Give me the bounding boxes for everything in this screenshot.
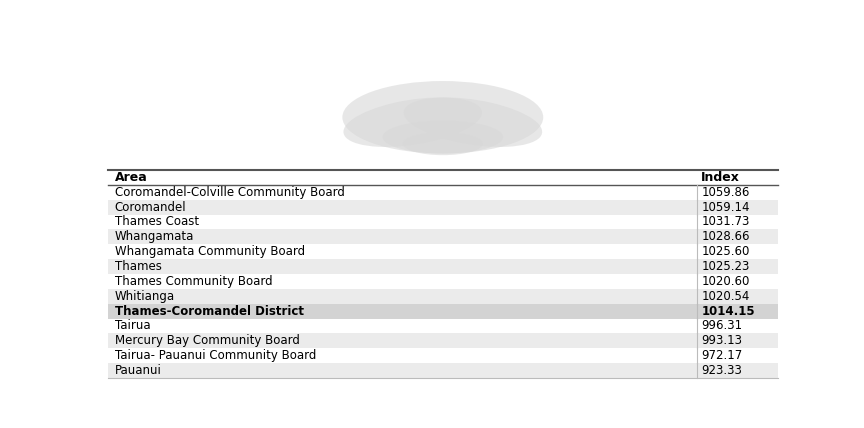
- Bar: [108, 229, 778, 244]
- Bar: [108, 289, 778, 304]
- Ellipse shape: [383, 121, 503, 154]
- Bar: [108, 214, 778, 229]
- Ellipse shape: [343, 98, 482, 147]
- Text: 1020.60: 1020.60: [702, 275, 750, 288]
- Ellipse shape: [403, 98, 543, 147]
- Text: 1025.60: 1025.60: [702, 245, 750, 258]
- Text: Coromandel-Colville Community Board: Coromandel-Colville Community Board: [115, 186, 345, 199]
- Text: 1031.73: 1031.73: [702, 215, 750, 229]
- Text: 1014.15: 1014.15: [702, 305, 755, 318]
- Text: 972.17: 972.17: [702, 349, 742, 362]
- Bar: [108, 333, 778, 348]
- Text: 1025.23: 1025.23: [702, 260, 750, 273]
- Bar: [108, 185, 778, 200]
- Text: 1020.54: 1020.54: [702, 290, 750, 303]
- Bar: [108, 304, 778, 318]
- Bar: [108, 318, 778, 333]
- Text: Whangamata: Whangamata: [115, 230, 194, 244]
- Bar: [108, 200, 778, 214]
- Ellipse shape: [403, 132, 483, 155]
- Text: Index: Index: [702, 171, 740, 184]
- Text: Tairua- Pauanui Community Board: Tairua- Pauanui Community Board: [115, 349, 316, 362]
- Text: Area: Area: [115, 171, 148, 184]
- Text: Mercury Bay Community Board: Mercury Bay Community Board: [115, 334, 300, 347]
- Text: Thames Coast: Thames Coast: [115, 215, 199, 229]
- Bar: [108, 348, 778, 363]
- Text: Thames Community Board: Thames Community Board: [115, 275, 272, 288]
- Text: Thames: Thames: [115, 260, 162, 273]
- Text: 993.13: 993.13: [702, 334, 742, 347]
- Ellipse shape: [342, 81, 543, 154]
- Text: 923.33: 923.33: [702, 364, 742, 377]
- Bar: [108, 363, 778, 378]
- Text: 1059.86: 1059.86: [702, 186, 750, 199]
- Text: Thames-Coromandel District: Thames-Coromandel District: [115, 305, 304, 318]
- Bar: [108, 244, 778, 259]
- Text: 1059.14: 1059.14: [702, 201, 750, 214]
- Text: Coromandel: Coromandel: [115, 201, 187, 214]
- Text: 996.31: 996.31: [702, 319, 742, 333]
- Bar: [108, 170, 778, 185]
- Bar: [108, 274, 778, 289]
- Text: Tairua: Tairua: [115, 319, 150, 333]
- Text: Whangamata Community Board: Whangamata Community Board: [115, 245, 305, 258]
- Text: Whitianga: Whitianga: [115, 290, 175, 303]
- Text: 1028.66: 1028.66: [702, 230, 750, 244]
- Bar: [108, 259, 778, 274]
- Text: Pauanui: Pauanui: [115, 364, 162, 377]
